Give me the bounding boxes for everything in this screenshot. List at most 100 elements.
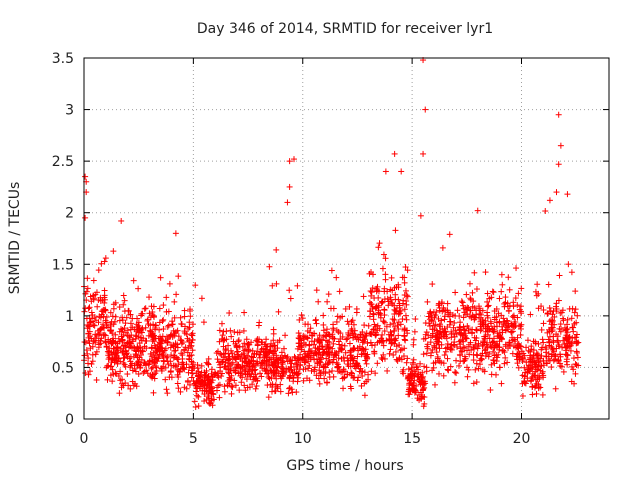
data-point — [523, 344, 530, 351]
data-point — [253, 337, 260, 344]
data-point — [148, 365, 155, 372]
data-point — [267, 381, 274, 388]
data-point — [282, 332, 289, 339]
data-point — [383, 323, 390, 330]
data-point — [482, 269, 489, 276]
data-point — [84, 350, 91, 357]
data-point — [464, 373, 471, 380]
data-point — [456, 313, 463, 320]
data-point — [193, 392, 200, 399]
data-point — [540, 307, 547, 314]
data-point — [273, 246, 280, 253]
data-point — [193, 388, 200, 395]
data-point — [529, 391, 536, 398]
data-point — [444, 300, 451, 307]
data-point — [257, 370, 264, 377]
data-point — [353, 305, 360, 312]
data-point — [361, 392, 368, 399]
data-point — [458, 298, 465, 305]
data-point — [517, 303, 524, 310]
data-point — [534, 281, 541, 288]
data-point — [467, 307, 474, 314]
data-point — [93, 376, 100, 383]
data-point — [167, 368, 174, 375]
data-point — [495, 310, 502, 317]
data-point — [490, 289, 497, 296]
data-points — [81, 57, 582, 411]
data-point — [366, 313, 373, 320]
y-tick-label: 1 — [65, 309, 74, 325]
data-point — [451, 319, 458, 326]
data-point — [382, 271, 389, 278]
data-point — [420, 150, 427, 157]
y-tick-label: 0.5 — [52, 360, 74, 376]
data-point — [568, 269, 575, 276]
data-point — [296, 316, 303, 323]
data-point — [382, 168, 389, 175]
data-point — [140, 370, 147, 377]
data-point — [94, 303, 101, 310]
data-point — [121, 297, 128, 304]
data-point — [116, 390, 123, 397]
data-point — [440, 372, 447, 379]
data-point — [395, 319, 402, 326]
data-point — [557, 142, 564, 149]
data-point — [330, 305, 337, 312]
data-point — [336, 341, 343, 348]
data-point — [147, 322, 154, 329]
data-point — [160, 316, 167, 323]
data-point — [376, 240, 383, 247]
data-point — [455, 362, 462, 369]
data-point — [488, 343, 495, 350]
data-point — [221, 363, 228, 370]
chart-title: Day 346 of 2014, SRMTID for receiver lyr… — [197, 21, 493, 37]
data-point — [388, 274, 395, 281]
data-point — [252, 385, 259, 392]
data-point — [464, 364, 471, 371]
data-point — [546, 318, 553, 325]
data-point — [300, 377, 307, 384]
data-point — [403, 292, 410, 299]
data-point — [321, 375, 328, 382]
data-point — [130, 277, 137, 284]
data-point — [87, 319, 94, 326]
data-point — [218, 320, 225, 327]
data-point — [453, 370, 460, 377]
data-point — [368, 289, 375, 296]
data-point — [452, 369, 459, 376]
data-point — [382, 276, 389, 283]
x-axis-label: GPS time / hours — [286, 458, 403, 474]
data-point — [263, 336, 270, 343]
data-point — [534, 351, 541, 358]
data-point — [454, 307, 461, 314]
data-point — [372, 370, 379, 377]
data-point — [574, 354, 581, 361]
data-point — [555, 111, 562, 118]
data-point — [220, 328, 227, 335]
data-point — [313, 320, 320, 327]
data-point — [402, 312, 409, 319]
data-point — [553, 189, 560, 196]
data-point — [564, 316, 571, 323]
data-point — [135, 370, 142, 377]
data-point — [539, 391, 546, 398]
data-point — [254, 358, 261, 365]
data-point — [424, 343, 431, 350]
data-point — [509, 350, 516, 357]
data-point — [164, 323, 171, 330]
data-point — [546, 304, 553, 311]
data-point — [533, 390, 540, 397]
data-point — [82, 173, 89, 180]
data-point — [399, 274, 406, 281]
data-point — [502, 354, 509, 361]
data-point — [378, 354, 385, 361]
data-point — [532, 288, 539, 295]
data-point — [240, 327, 247, 334]
data-point — [374, 360, 381, 367]
data-point — [173, 363, 180, 370]
data-point — [402, 287, 409, 294]
data-point — [509, 313, 516, 320]
data-point — [247, 373, 254, 380]
data-point — [235, 337, 242, 344]
